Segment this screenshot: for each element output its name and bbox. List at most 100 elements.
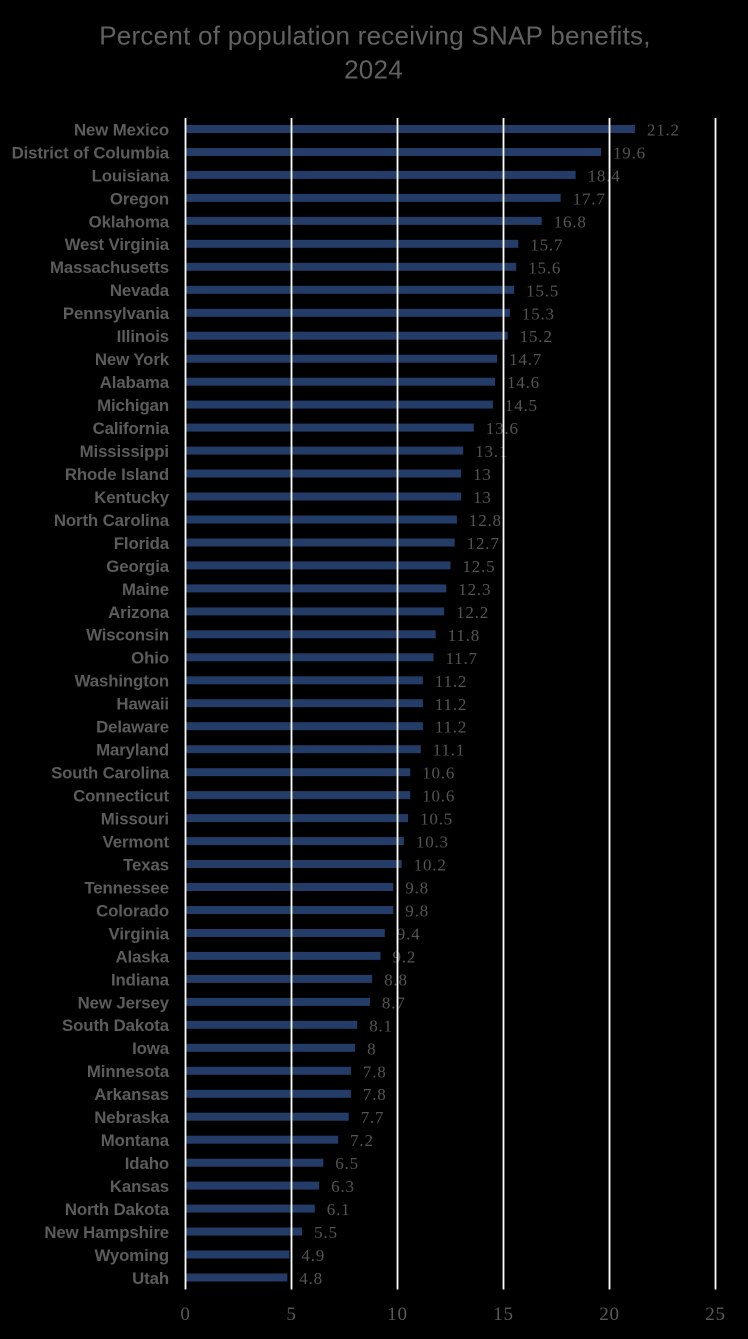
svg-text:Massachusetts: Massachusetts (50, 258, 169, 277)
svg-text:Idaho: Idaho (125, 1154, 169, 1173)
svg-text:11.2: 11.2 (435, 718, 467, 737)
svg-text:Connecticut: Connecticut (73, 787, 169, 806)
svg-text:15.5: 15.5 (526, 281, 559, 300)
svg-text:Arkansas: Arkansas (94, 1085, 169, 1104)
svg-text:11.2: 11.2 (435, 672, 467, 691)
svg-text:10.2: 10.2 (414, 856, 447, 875)
svg-text:14.6: 14.6 (507, 373, 540, 392)
svg-text:New York: New York (95, 350, 170, 369)
svg-text:Texas: Texas (123, 855, 169, 874)
svg-text:15.2: 15.2 (520, 327, 553, 346)
svg-text:Washington: Washington (75, 672, 169, 691)
svg-text:Ohio: Ohio (131, 649, 169, 668)
svg-text:20: 20 (599, 1304, 620, 1325)
svg-text:South Dakota: South Dakota (62, 1016, 170, 1035)
svg-text:14.5: 14.5 (505, 396, 538, 415)
svg-text:Nebraska: Nebraska (94, 1108, 170, 1127)
svg-text:9.4: 9.4 (397, 925, 421, 944)
svg-text:North Dakota: North Dakota (65, 1200, 170, 1219)
svg-text:7.8: 7.8 (363, 1085, 387, 1104)
svg-text:13: 13 (473, 465, 492, 484)
svg-text:17.7: 17.7 (573, 189, 606, 208)
svg-text:11.7: 11.7 (446, 649, 478, 668)
svg-text:Vermont: Vermont (103, 833, 170, 852)
svg-text:Mississippi: Mississippi (80, 442, 169, 461)
svg-text:Tennessee: Tennessee (84, 878, 169, 897)
svg-text:7.2: 7.2 (350, 1131, 374, 1150)
svg-text:Florida: Florida (114, 534, 170, 553)
svg-text:14.7: 14.7 (509, 350, 542, 369)
svg-text:13.6: 13.6 (486, 419, 519, 438)
svg-text:13.1: 13.1 (475, 442, 508, 461)
svg-text:Pennsylvania: Pennsylvania (63, 304, 170, 323)
svg-text:15.7: 15.7 (530, 235, 563, 254)
svg-text:11.2: 11.2 (435, 695, 467, 714)
svg-text:Wyoming: Wyoming (94, 1246, 169, 1265)
svg-text:North Carolina: North Carolina (54, 511, 170, 530)
svg-text:Illinois: Illinois (117, 327, 169, 346)
svg-text:6.1: 6.1 (327, 1200, 351, 1219)
svg-text:11.8: 11.8 (448, 626, 480, 645)
svg-text:Wisconsin: Wisconsin (86, 626, 169, 645)
svg-text:Utah: Utah (132, 1269, 169, 1288)
svg-text:Minnesota: Minnesota (87, 1062, 170, 1081)
svg-text:Louisiana: Louisiana (92, 166, 170, 185)
svg-text:12.2: 12.2 (456, 603, 489, 622)
svg-text:Colorado: Colorado (96, 901, 169, 920)
svg-text:Maine: Maine (122, 580, 169, 599)
svg-text:Nevada: Nevada (110, 281, 170, 300)
svg-text:9.2: 9.2 (393, 947, 417, 966)
svg-text:11.1: 11.1 (433, 741, 465, 760)
svg-text:19.6: 19.6 (613, 144, 646, 163)
svg-text:12.8: 12.8 (469, 511, 502, 530)
svg-text:6.5: 6.5 (335, 1154, 359, 1173)
svg-text:Arizona: Arizona (108, 603, 170, 622)
svg-text:18.4: 18.4 (588, 166, 621, 185)
svg-text:4.8: 4.8 (299, 1269, 323, 1288)
svg-text:Michigan: Michigan (97, 396, 169, 415)
svg-text:16.8: 16.8 (554, 212, 587, 231)
svg-text:8.7: 8.7 (382, 993, 406, 1012)
svg-text:10.5: 10.5 (420, 810, 453, 829)
svg-text:Oklahoma: Oklahoma (89, 212, 170, 231)
svg-text:Montana: Montana (101, 1131, 170, 1150)
svg-text:6.3: 6.3 (331, 1177, 355, 1196)
svg-text:West Virginia: West Virginia (65, 235, 170, 254)
svg-text:13: 13 (473, 488, 492, 507)
svg-text:10.6: 10.6 (422, 787, 455, 806)
svg-text:12.5: 12.5 (463, 557, 496, 576)
svg-text:15.6: 15.6 (528, 258, 561, 277)
svg-text:New Mexico: New Mexico (74, 120, 169, 139)
svg-text:10.3: 10.3 (416, 833, 449, 852)
svg-text:Georgia: Georgia (106, 557, 169, 576)
svg-text:Missouri: Missouri (101, 810, 169, 829)
svg-text:8.8: 8.8 (384, 970, 408, 989)
svg-text:9.8: 9.8 (405, 902, 429, 921)
svg-text:Kansas: Kansas (110, 1177, 169, 1196)
svg-text:Percent of population receivin: Percent of population receiving SNAP ben… (99, 20, 651, 50)
svg-text:California: California (93, 419, 170, 438)
svg-text:Oregon: Oregon (110, 189, 169, 208)
svg-text:15: 15 (493, 1304, 514, 1325)
svg-text:10.6: 10.6 (422, 764, 455, 783)
svg-text:0: 0 (180, 1304, 190, 1325)
svg-text:New Jersey: New Jersey (78, 993, 170, 1012)
svg-text:District of Columbia: District of Columbia (12, 143, 170, 162)
svg-text:8.1: 8.1 (369, 1016, 393, 1035)
svg-text:Delaware: Delaware (96, 718, 169, 737)
svg-text:15.3: 15.3 (522, 304, 555, 323)
svg-text:2024: 2024 (344, 55, 403, 85)
svg-text:South Carolina: South Carolina (51, 764, 170, 783)
svg-text:9.8: 9.8 (405, 879, 429, 898)
svg-text:4.9: 4.9 (301, 1246, 325, 1265)
svg-text:8: 8 (367, 1039, 376, 1058)
svg-text:12.3: 12.3 (458, 580, 491, 599)
svg-text:21.2: 21.2 (647, 121, 680, 140)
svg-text:5.5: 5.5 (314, 1223, 338, 1242)
svg-text:Alabama: Alabama (100, 373, 170, 392)
svg-text:Hawaii: Hawaii (116, 695, 169, 714)
svg-text:Rhode Island: Rhode Island (65, 465, 169, 484)
svg-text:Alaska: Alaska (115, 947, 169, 966)
svg-text:Maryland: Maryland (96, 741, 169, 760)
svg-text:New Hampshire: New Hampshire (44, 1223, 169, 1242)
